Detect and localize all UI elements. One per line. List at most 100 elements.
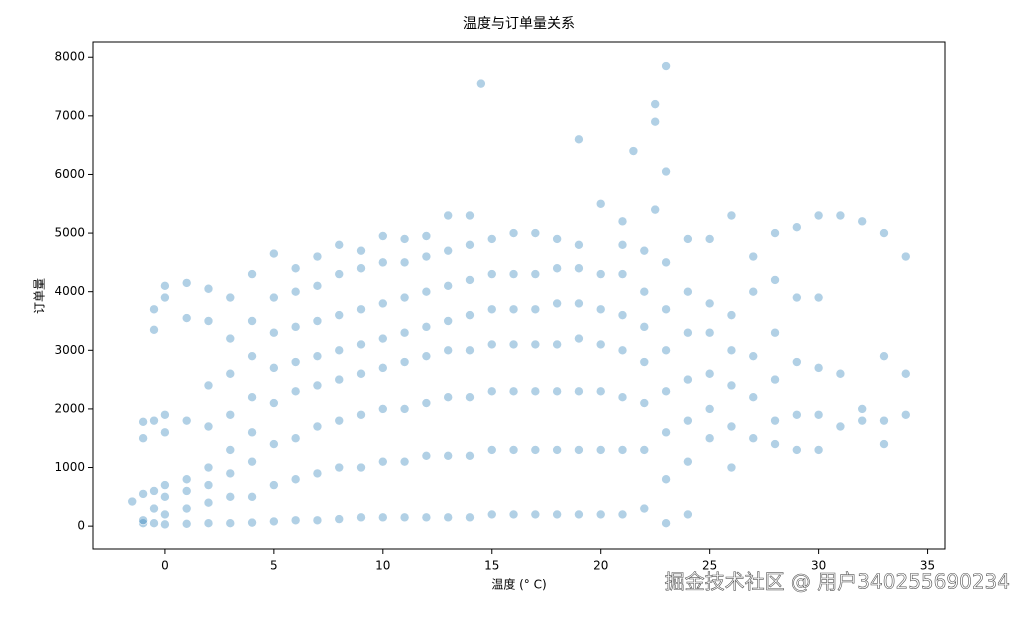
scatter-point [290, 263, 301, 274]
scatter-point [574, 333, 584, 344]
x-tick-label: 0 [161, 559, 169, 573]
scatter-point [617, 509, 628, 520]
scatter-point [792, 222, 802, 233]
scatter-point [465, 451, 475, 461]
scatter-point [813, 445, 824, 455]
scatter-point [378, 298, 388, 309]
scatter-point [486, 269, 497, 279]
scatter-point [661, 427, 671, 438]
scatter-point [530, 304, 541, 315]
scatter-point [312, 468, 323, 479]
scatter-point [443, 245, 453, 256]
scatter-point [399, 292, 410, 303]
scatter-point [269, 327, 279, 338]
y-tick-label: 6000 [54, 167, 85, 181]
y-tick-label: 0 [77, 519, 85, 533]
scatter-point [792, 292, 802, 303]
scatter-point [465, 310, 475, 320]
scatter-point [900, 368, 911, 379]
scatter-point [290, 433, 301, 444]
scatter-point [149, 415, 159, 426]
scatter-point [203, 380, 214, 391]
scatter-point [879, 415, 889, 426]
scatter-point [312, 281, 323, 291]
scatter-point [399, 512, 410, 523]
scatter-point [225, 368, 236, 379]
watermark: 掘金技术社区 @ 用户340255690234 [665, 570, 1010, 594]
scatter-point [650, 116, 660, 127]
scatter-point [486, 339, 497, 350]
scatter-point [160, 281, 170, 291]
scatter-point [399, 257, 410, 268]
scatter-point [835, 210, 846, 221]
scatter-point [138, 417, 148, 427]
y-tick-label: 3000 [54, 343, 85, 357]
scatter-point [312, 351, 323, 361]
scatter-point [334, 415, 345, 426]
scatter-point [181, 474, 192, 485]
scatter-point [181, 278, 192, 288]
scatter-point [378, 257, 388, 268]
scatter-point [661, 257, 671, 268]
scatter-point [334, 345, 345, 356]
scatter-point [149, 503, 159, 514]
scatter-point [704, 298, 715, 309]
scatter-point [508, 445, 519, 455]
scatter-point [269, 292, 279, 303]
scatter-point [704, 234, 715, 244]
scatter-point [225, 468, 236, 479]
scatter-point [639, 398, 650, 408]
scatter-point [465, 240, 475, 250]
scatter-point [160, 409, 170, 420]
scatter-point [574, 298, 584, 309]
scatter-point [530, 386, 541, 397]
scatter-point [726, 345, 737, 356]
scatter-point [465, 392, 475, 402]
scatter-point [508, 509, 519, 520]
y-tick-label: 1000 [54, 460, 85, 474]
scatter-point [792, 445, 802, 455]
scatter-point [879, 439, 889, 449]
scatter-point [683, 327, 693, 338]
scatter-point [574, 134, 584, 145]
scatter-point [595, 198, 606, 209]
scatter-point [530, 339, 541, 350]
scatter-point [574, 509, 584, 520]
scatter-point [334, 374, 345, 385]
y-tick-label: 2000 [54, 401, 85, 415]
scatter-point [203, 316, 214, 326]
scatter-point [857, 216, 867, 227]
scatter-point [770, 275, 780, 285]
scatter-point [770, 374, 780, 385]
scatter-point [225, 445, 236, 455]
scatter-point [661, 61, 671, 71]
scatter-point [683, 374, 693, 385]
scatter-point [421, 512, 432, 523]
scatter-point [160, 509, 170, 520]
scatter-point [628, 146, 639, 156]
scatter-point [792, 409, 802, 420]
scatter-point [356, 368, 366, 379]
scatter-point [792, 357, 802, 367]
scatter-point [160, 492, 170, 502]
scatter-point [334, 310, 345, 320]
scatter-point [552, 386, 562, 397]
x-tick-label: 5 [270, 559, 278, 573]
scatter-point [617, 216, 628, 227]
scatter-point [748, 251, 759, 262]
scatter-point [617, 310, 628, 320]
scatter-point [247, 351, 257, 361]
scatter-point [421, 351, 432, 361]
scatter-point [399, 404, 410, 414]
scatter-point [661, 474, 671, 485]
scatter-point [334, 240, 345, 250]
scatter-point [486, 509, 497, 520]
scatter-point [138, 489, 148, 499]
scatter-point [595, 386, 606, 397]
scatter-point [225, 292, 236, 303]
scatter-point [269, 363, 279, 373]
scatter-point [574, 240, 584, 250]
scatter-point [421, 251, 432, 262]
scatter-point [857, 415, 867, 426]
